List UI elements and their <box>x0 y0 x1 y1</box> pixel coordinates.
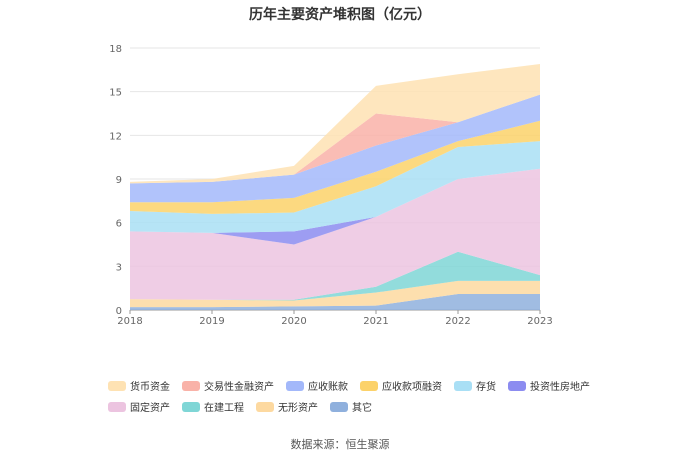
legend-item[interactable]: 存货 <box>454 378 496 393</box>
legend-item[interactable]: 其它 <box>330 399 372 414</box>
stacked-area-chart: 0 3 6 9 12 15 18 2018 2019 2020 2021 2022 2023 <box>109 44 552 327</box>
legend-label: 货币资金 <box>130 382 170 393</box>
area-series-投资性房地产 <box>130 168 540 245</box>
area-series-存货 <box>130 141 540 233</box>
legend-label: 应收账款 <box>308 382 348 393</box>
y-tick-label: 18 <box>109 44 122 55</box>
legend-label: 固定资产 <box>130 403 170 414</box>
y-tick-label: 15 <box>109 88 122 99</box>
area-series-在建工程 <box>130 251 540 301</box>
legend-swatch <box>360 380 378 391</box>
legend-label: 投资性房地产 <box>530 382 590 393</box>
legend-swatch <box>330 401 348 412</box>
legend-label: 存货 <box>476 382 496 393</box>
legend-swatch <box>182 380 200 391</box>
chart-title: 历年主要资产堆积图（亿元） <box>249 7 431 23</box>
y-tick-label: 12 <box>109 131 122 142</box>
legend-swatch <box>286 380 304 391</box>
legend-item[interactable]: 在建工程 <box>182 399 244 414</box>
legend-swatch <box>108 380 126 391</box>
legend-label: 应收款项融资 <box>382 382 442 393</box>
legend-label: 其它 <box>352 403 372 414</box>
legend-swatch <box>454 380 472 391</box>
x-tick-label: 2021 <box>363 316 388 327</box>
area-series-货币资金 <box>130 64 540 184</box>
x-tick-label: 2020 <box>281 316 306 327</box>
x-tick-label: 2019 <box>199 316 224 327</box>
legend-item[interactable]: 货币资金 <box>108 378 170 393</box>
legend-item[interactable]: 无形资产 <box>256 399 318 414</box>
legend-label: 无形资产 <box>278 403 318 414</box>
y-tick-label: 3 <box>116 262 122 273</box>
legend-item[interactable]: 交易性金融资产 <box>182 378 274 393</box>
y-tick-label: 9 <box>116 175 122 186</box>
area-series-无形资产 <box>130 280 540 308</box>
legend-item[interactable]: 固定资产 <box>108 399 170 414</box>
y-tick-label: 0 <box>116 306 122 317</box>
legend-swatch <box>108 401 126 412</box>
x-tick-label: 2023 <box>527 316 552 327</box>
legend-swatch <box>256 401 274 412</box>
legend-swatch <box>182 401 200 412</box>
legend-item[interactable]: 应收款项融资 <box>360 378 442 393</box>
legend-item[interactable]: 应收账款 <box>286 378 348 393</box>
data-source: 数据来源：恒生聚源 <box>290 438 390 451</box>
legend-row: 货币资金 交易性金融资产 应收账款 应收款项融资 存货 投资性房地产 <box>108 378 608 393</box>
y-tick-label: 6 <box>116 219 122 230</box>
legend-label: 交易性金融资产 <box>204 382 274 393</box>
x-tick-label: 2018 <box>117 316 142 327</box>
legend-label: 在建工程 <box>204 403 244 414</box>
legend-row: 固定资产 在建工程 无形资产 其它 <box>108 399 608 414</box>
area-series-应收款项融资 <box>130 120 540 214</box>
chart-legend: 货币资金 交易性金融资产 应收账款 应收款项融资 存货 投资性房地产 固定资产 在建工程 无形… <box>108 378 608 420</box>
x-tick-label: 2022 <box>445 316 470 327</box>
legend-swatch <box>508 380 526 391</box>
legend-item[interactable]: 投资性房地产 <box>508 378 590 393</box>
area-series-应收账款 <box>130 94 540 203</box>
area-series-其它 <box>130 293 540 310</box>
area-series-固定资产 <box>130 168 540 300</box>
